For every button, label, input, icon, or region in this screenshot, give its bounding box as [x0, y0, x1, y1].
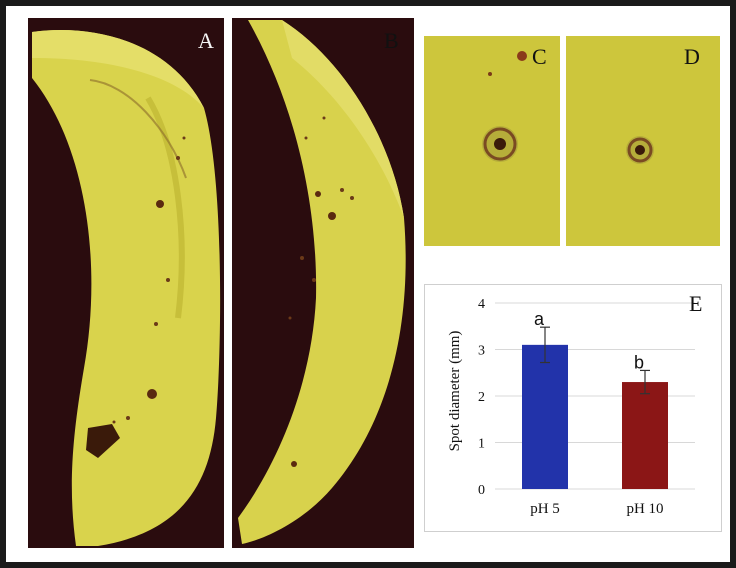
significance-label-1: b: [634, 352, 644, 372]
panel-d-peel-closeup: D: [566, 36, 720, 246]
panel-label-d: D: [684, 44, 700, 69]
peel-closeup-d: [566, 36, 720, 246]
figure: A B C: [6, 6, 730, 562]
panel-b-banana-photo: B: [232, 18, 414, 548]
category-label-1: pH 10: [626, 501, 663, 517]
bar-ph-10: [622, 382, 668, 489]
panel-c-peel-closeup: C: [424, 36, 560, 246]
y-tick-label-1: 1: [478, 437, 485, 452]
panel-label-e: E: [689, 291, 703, 316]
significance-label-0: a: [534, 309, 545, 329]
banana-photo-a: [28, 18, 224, 548]
peel-closeup-c: [424, 36, 560, 246]
y-tick-label-3: 3: [478, 344, 485, 359]
panel-label-c: C: [532, 44, 547, 69]
y-tick-label-2: 2: [478, 390, 485, 405]
y-tick-label-4: 4: [478, 297, 485, 312]
banana-photo-b: [232, 18, 414, 548]
y-axis-label: Spot diameter (mm): [447, 331, 463, 452]
panel-label-a: A: [198, 28, 214, 53]
panel-a-banana-photo: A: [28, 18, 224, 548]
category-label-0: pH 5: [530, 501, 560, 517]
chart-x-ticks: pH 5 pH 10: [530, 501, 663, 517]
chart-bars: ab: [522, 309, 668, 489]
bar-ph-5: [522, 344, 568, 489]
y-tick-label-0: 0: [478, 483, 485, 498]
panel-label-b: B: [384, 28, 399, 53]
chart-y-ticks: 0 1 2 3 4: [478, 297, 485, 498]
